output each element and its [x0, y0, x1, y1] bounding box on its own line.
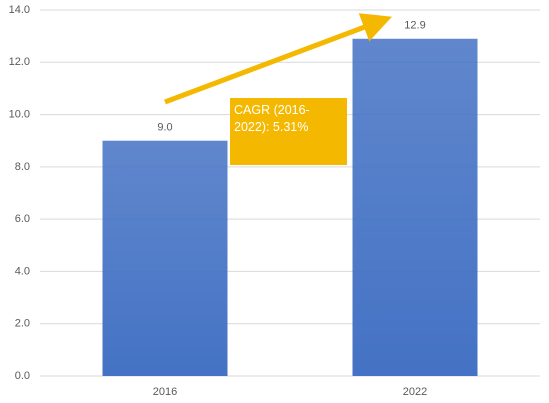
y-tick-label: 14.0	[9, 4, 30, 16]
y-tick-label: 6.0	[15, 213, 30, 225]
data-label: 9.0	[157, 122, 172, 134]
cagr-annotation: CAGR (2016-2022): 5.31%	[230, 98, 347, 165]
x-tick-label: 2016	[153, 386, 177, 398]
y-tick-label: 8.0	[15, 161, 30, 173]
y-tick-label: 12.0	[9, 56, 30, 68]
y-tick-label: 4.0	[15, 265, 30, 277]
bar	[352, 38, 478, 376]
y-tick-label: 2.0	[15, 318, 30, 330]
bar	[102, 140, 228, 376]
trend-arrow	[164, 13, 393, 105]
y-tick-label: 10.0	[9, 108, 30, 120]
x-tick-label: 2022	[403, 386, 427, 398]
y-tick-label: 0.0	[15, 370, 30, 382]
data-label: 12.9	[404, 20, 425, 32]
